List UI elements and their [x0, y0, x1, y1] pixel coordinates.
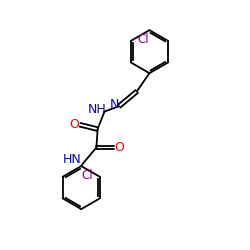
Text: Cl: Cl	[138, 33, 149, 46]
Text: O: O	[114, 141, 124, 154]
Text: HN: HN	[63, 153, 82, 166]
Text: N: N	[110, 98, 120, 112]
Text: O: O	[70, 118, 80, 131]
Text: NH: NH	[87, 103, 106, 116]
Text: Cl: Cl	[82, 169, 93, 182]
